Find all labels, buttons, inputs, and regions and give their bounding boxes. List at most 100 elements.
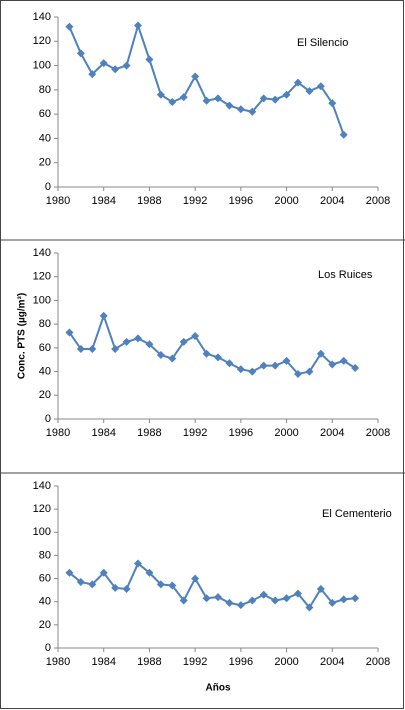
marker	[282, 356, 291, 365]
marker	[305, 603, 314, 612]
y-tick-label: 140	[33, 247, 51, 259]
x-tick-label: 2000	[274, 656, 298, 668]
marker	[202, 349, 211, 358]
x-tick-label: 1984	[91, 195, 115, 207]
x-tick-label: 2008	[366, 195, 390, 207]
x-tick-label: 2008	[366, 656, 390, 668]
y-tick-label: 120	[33, 271, 51, 283]
marker	[271, 596, 280, 605]
marker	[202, 96, 211, 105]
marker	[328, 598, 337, 607]
marker	[248, 596, 257, 605]
y-tick-label: 40	[39, 365, 51, 377]
y-tick-label: 20	[39, 619, 51, 631]
marker	[236, 365, 245, 374]
chart-title: Los Ruices	[318, 269, 373, 281]
marker	[225, 359, 234, 368]
marker	[191, 332, 200, 340]
marker	[282, 594, 291, 603]
x-tick-label: 1996	[229, 195, 253, 207]
y-tick-label: 0	[45, 642, 51, 654]
marker	[168, 98, 177, 106]
x-tick-label: 2000	[274, 195, 298, 207]
marker	[316, 584, 325, 593]
marker	[88, 580, 97, 589]
y-tick-label: 20	[39, 389, 51, 401]
marker	[111, 345, 120, 354]
marker	[202, 594, 211, 603]
y-tick-label: 120	[33, 35, 51, 47]
chart-title: El Cementerio	[322, 508, 392, 520]
x-tick-label: 1992	[183, 195, 207, 207]
marker	[134, 559, 142, 568]
x-axis-label: Años	[206, 683, 231, 694]
y-tick-label: 60	[39, 108, 51, 120]
marker	[179, 337, 188, 346]
marker	[145, 55, 154, 64]
marker	[248, 107, 257, 116]
marker	[122, 61, 131, 70]
marker	[76, 578, 85, 587]
marker	[339, 595, 348, 604]
marker	[259, 590, 268, 599]
marker	[214, 353, 222, 362]
y-tick-label: 40	[39, 596, 51, 608]
marker	[99, 568, 108, 577]
y-axis-label: Conc. PTS (µg/m³)	[17, 293, 28, 379]
marker	[259, 361, 268, 370]
marker	[294, 78, 302, 87]
marker	[145, 568, 154, 577]
marker	[248, 367, 257, 376]
x-tick-label: 1980	[46, 656, 70, 668]
x-tick-label: 1980	[46, 427, 70, 439]
marker	[111, 583, 120, 592]
y-tick-label: 80	[39, 318, 51, 330]
x-tick-label: 1992	[183, 656, 207, 668]
marker	[351, 594, 360, 603]
marker	[156, 580, 165, 589]
marker	[168, 354, 177, 363]
marker	[236, 105, 245, 114]
marker	[179, 596, 188, 605]
marker	[316, 82, 325, 91]
marker	[191, 574, 200, 583]
y-tick-label: 80	[39, 549, 51, 561]
marker	[76, 345, 85, 354]
marker	[225, 101, 234, 110]
marker	[65, 328, 74, 337]
marker	[316, 349, 325, 358]
marker	[156, 90, 165, 99]
marker	[168, 581, 177, 590]
marker	[99, 59, 108, 68]
y-tick-label: 20	[39, 157, 51, 169]
marker	[225, 598, 234, 607]
marker	[156, 350, 165, 359]
marker	[134, 21, 142, 30]
marker	[271, 361, 280, 370]
marker	[122, 584, 131, 593]
y-tick-label: 140	[33, 480, 51, 492]
y-tick-label: 80	[39, 84, 51, 96]
x-tick-label: 1996	[229, 656, 253, 668]
marker	[294, 369, 302, 378]
data-line	[68, 312, 356, 376]
marker	[236, 601, 245, 610]
x-tick-label: 1984	[91, 656, 115, 668]
x-tick-label: 1988	[137, 656, 161, 668]
marker	[339, 356, 348, 365]
marker	[122, 337, 131, 346]
marker	[214, 94, 222, 103]
y-tick-label: 40	[39, 132, 51, 144]
y-tick-label: 100	[33, 294, 51, 306]
x-tick-label: 1988	[137, 427, 161, 439]
marker	[305, 87, 314, 96]
x-tick-label: 1996	[229, 427, 253, 439]
y-tick-label: 0	[45, 181, 51, 193]
x-tick-label: 2000	[274, 427, 298, 439]
y-tick-label: 120	[33, 503, 51, 515]
x-tick-label: 2008	[366, 427, 390, 439]
marker	[214, 593, 222, 602]
y-tick-label: 0	[45, 413, 51, 425]
x-tick-label: 2004	[320, 195, 344, 207]
